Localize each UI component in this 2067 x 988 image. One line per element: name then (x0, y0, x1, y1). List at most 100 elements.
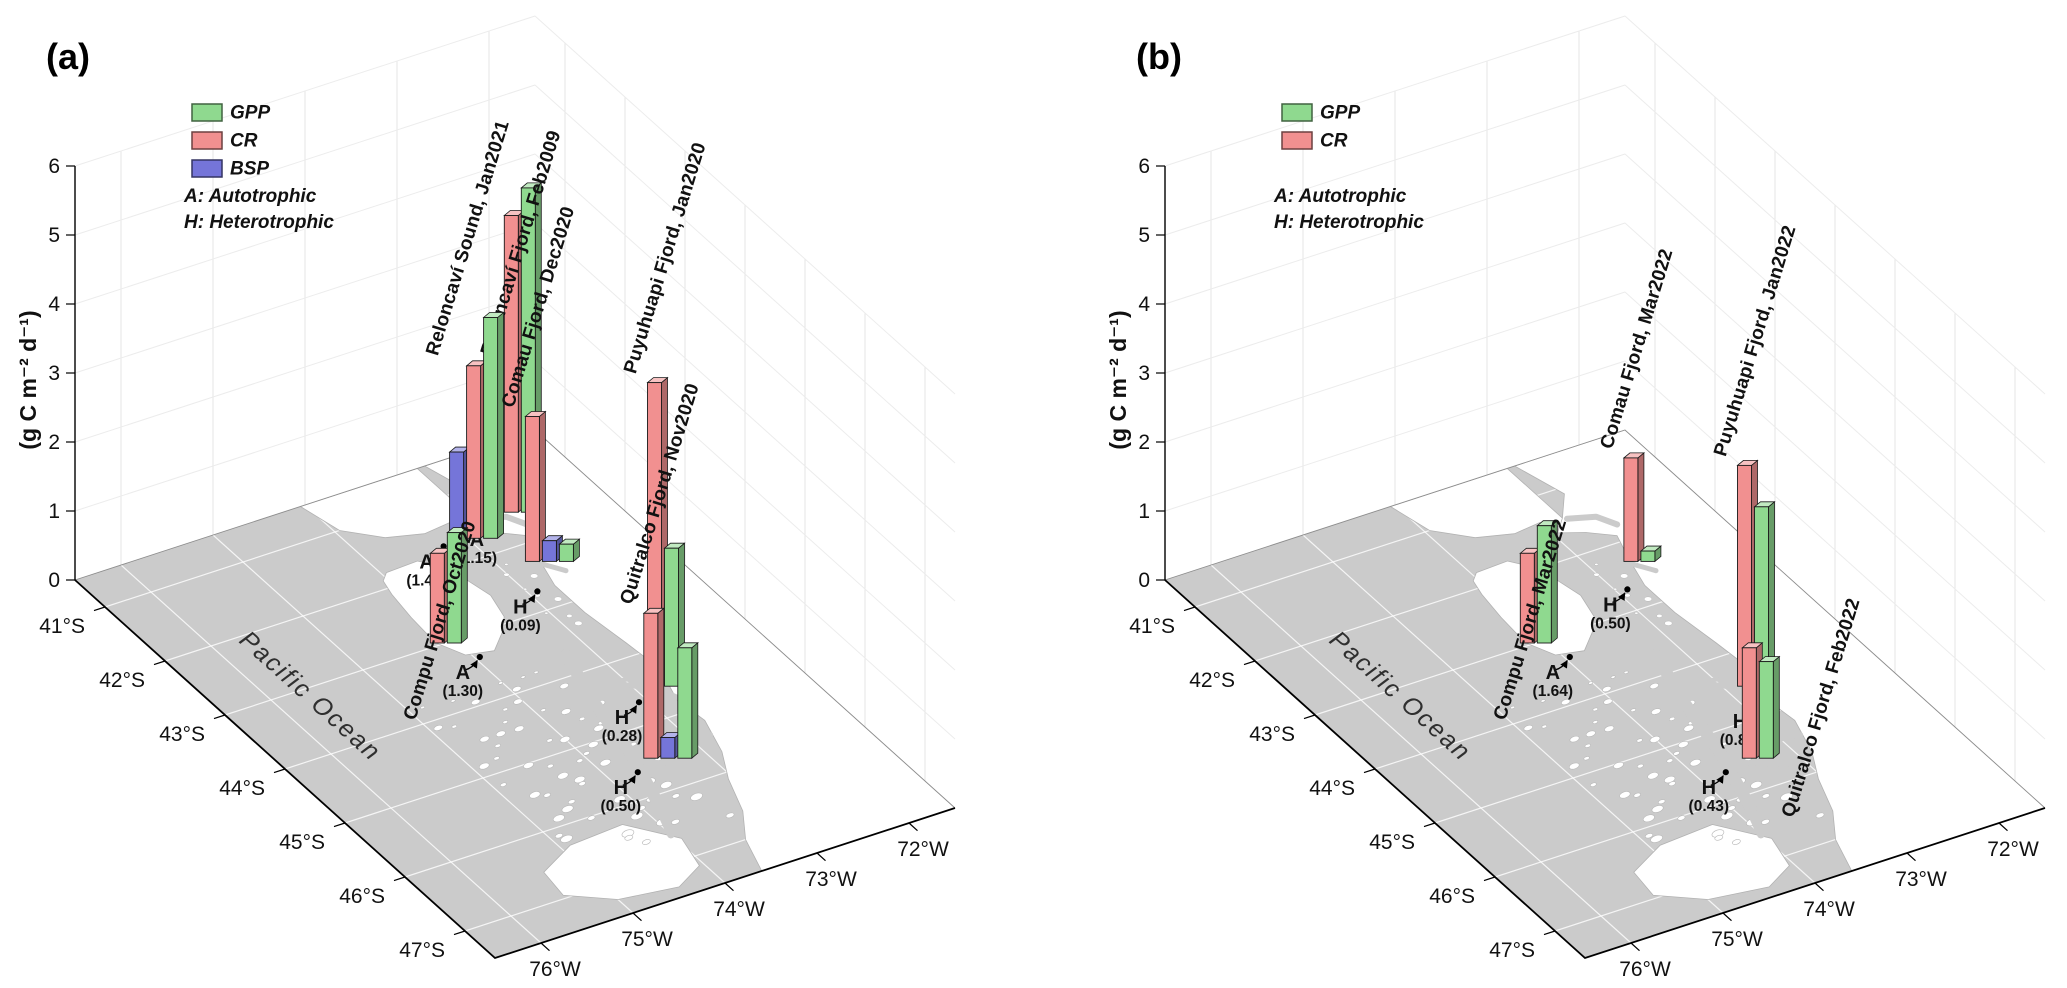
lat-tick-label: 43°S (159, 723, 205, 746)
lat-tick-label: 47°S (1489, 939, 1535, 962)
bar-group (503, 182, 543, 514)
ncp-value: (0.50) (601, 798, 642, 815)
lon-axis: 76°W 75°W 74°W 73°W 72°W (529, 822, 949, 981)
lon-tick-label: 75°W (1711, 928, 1763, 951)
lon-tick-label: 73°W (1895, 868, 1947, 891)
annotation-arrow (622, 775, 636, 786)
ncp-value: (0.09) (500, 617, 541, 634)
trophic-letter: H (513, 596, 527, 618)
lat-axis: 41°S 42°S 43°S 44°S 45°S 46°S 47°S (39, 606, 466, 962)
bar-gpp (446, 526, 469, 644)
bar-group (1622, 452, 1663, 563)
trophic-annotation: H(0.50) (601, 769, 642, 815)
lat-axis: 41°S 42°S 43°S 44°S 45°S 46°S 47°S (1129, 606, 1556, 962)
trophic-annotation: H(0.50) (1590, 586, 1631, 632)
z-tick-label: 1 (1138, 500, 1150, 523)
legend: GPP CR BSP A: Autotrophic H: Heterotrophic (183, 103, 334, 234)
bar-cr (1622, 452, 1646, 563)
z-tick-label: 4 (48, 293, 60, 316)
lon-tick-label: 72°W (897, 838, 949, 861)
legend-swatch-gpp (1281, 103, 1313, 122)
floor-front-edges (1164, 579, 2046, 960)
z-tick-label: 5 (1138, 224, 1150, 247)
trophic-letter: H (1702, 777, 1716, 799)
bar-group (1741, 641, 1781, 760)
bar-gpp (1758, 655, 1781, 760)
trophic-letter: H (615, 707, 629, 729)
z-tick-label: 3 (1138, 362, 1150, 385)
bar-group (642, 607, 699, 760)
z-tick-label: 4 (1138, 293, 1150, 316)
lon-tick-label: 75°W (621, 928, 673, 951)
trophic-note: H: Heterotrophic (184, 212, 334, 233)
z-axis: 0 1 2 3 4 5 6 (g C m⁻² d⁻¹) (1105, 155, 1166, 592)
annotation-arrow (1710, 775, 1724, 786)
lon-tick-label: 76°W (529, 958, 581, 981)
trophic-annotation: H(0.43) (1689, 769, 1730, 815)
legend-swatch-cr (1281, 131, 1313, 150)
ncp-value: (0.43) (1689, 798, 1730, 815)
legend: GPP CR A: Autotrophic H: Heterotrophic (1273, 103, 1424, 234)
z-tick-label: 1 (48, 500, 60, 523)
bar-gpp (558, 538, 581, 563)
archipelago-islands (1510, 563, 1825, 845)
lat-tick-label: 44°S (219, 777, 265, 800)
bar-gpp (1753, 500, 1776, 688)
legend-label-gpp: GPP (230, 103, 270, 124)
bar-cr (642, 607, 665, 760)
z-tick-label: 0 (1138, 569, 1150, 592)
annotation-arrow (1554, 659, 1568, 671)
trophic-annotation: A(1.64) (1533, 653, 1574, 700)
trophic-note: A: Autotrophic (1273, 186, 1407, 207)
legend-label-bsp: BSP (230, 159, 269, 180)
trophic-letter: H (1603, 594, 1617, 616)
panel-b: 41°S 42°S 43°S 44°S 45°S 46°S 47°S 76°W 75°W 74°W… (1105, 15, 2046, 981)
bar-gpp (482, 311, 505, 540)
z-tick-label: 2 (48, 431, 60, 454)
z-axis: 0 1 2 3 4 5 6 (g C m⁻² d⁻¹) (15, 155, 76, 592)
trophic-note: A: Autotrophic (183, 186, 317, 207)
z-tick-label: 0 (48, 569, 60, 592)
wall-gridlines (74, 15, 956, 781)
legend-swatch-bsp (191, 159, 223, 178)
lat-tick-label: 41°S (1129, 615, 1175, 638)
site-marker-dot (1624, 586, 1631, 593)
ncp-value: (0.50) (1590, 615, 1631, 632)
lon-tick-label: 73°W (805, 868, 857, 891)
annotation-arrow (1612, 592, 1626, 604)
bar-gpp (1536, 519, 1559, 644)
site-marker-dot (1722, 769, 1729, 776)
ncp-value: (1.30) (443, 683, 484, 700)
lat-tick-label: 42°S (99, 669, 145, 692)
site-marker-dot (635, 699, 643, 706)
site-marker-dot (534, 588, 541, 595)
lon-tick-label: 76°W (1619, 958, 1671, 981)
z-tick-label: 6 (1138, 155, 1150, 178)
annotation-arrow (464, 659, 478, 671)
lat-tick-label: 43°S (1249, 723, 1295, 746)
legend-label-cr: CR (230, 131, 258, 152)
site-marker-dot (634, 769, 641, 776)
ncp-value: (1.64) (1533, 683, 1574, 700)
floor-back-edges (1164, 429, 2046, 809)
lon-axis: 76°W 75°W 74°W 73°W 72°W (1619, 822, 2039, 981)
site-marker-dot (476, 653, 483, 661)
z-tick-label: 5 (48, 224, 60, 247)
lon-tick-label: 74°W (1803, 898, 1855, 921)
lat-tick-label: 45°S (1369, 831, 1415, 854)
lat-tick-label: 44°S (1309, 777, 1355, 800)
bar-group (448, 311, 505, 540)
legend-label-cr: CR (1320, 131, 1348, 152)
wall-gridlines (1164, 15, 2046, 781)
panel-a-letter: (a) (46, 36, 90, 77)
trophic-annotation: H(0.28) (602, 699, 643, 745)
trophic-annotation: A(1.30) (443, 653, 484, 700)
lon-tick-label: 72°W (1987, 838, 2039, 861)
lat-tick-label: 45°S (279, 831, 325, 854)
bar-group (1736, 459, 1776, 688)
bar-group (524, 410, 581, 563)
lat-tick-label: 41°S (39, 615, 85, 638)
lat-tick-label: 42°S (1189, 669, 1235, 692)
z-tick-label: 6 (48, 155, 60, 178)
